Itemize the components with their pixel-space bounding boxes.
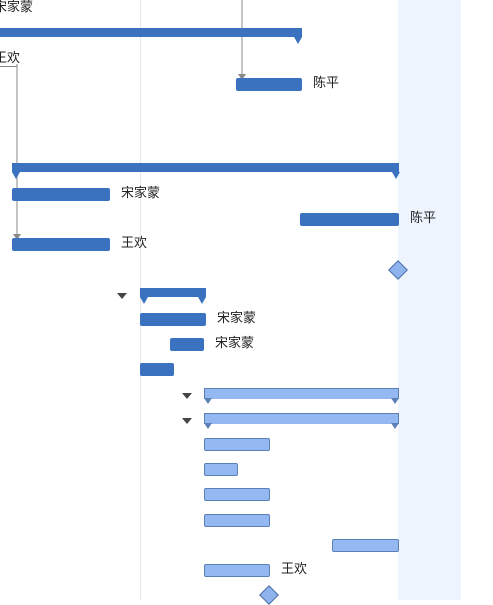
dependency-line — [0, 66, 17, 67]
assignee-label: 陈平 — [410, 211, 437, 226]
milestone-diamond[interactable] — [259, 585, 279, 605]
task-bar[interactable] — [204, 514, 270, 527]
summary-start-marker — [12, 172, 20, 179]
collapse-toggle-icon[interactable] — [182, 393, 192, 399]
assignee-label: 陈平 — [313, 76, 340, 91]
task-bar[interactable] — [204, 564, 270, 577]
task-bar[interactable] — [170, 338, 204, 351]
task-bar[interactable] — [300, 213, 399, 226]
summary-end-marker — [391, 398, 399, 404]
task-bar[interactable] — [12, 238, 110, 251]
summary-bar[interactable] — [204, 388, 399, 399]
summary-start-marker — [204, 398, 212, 404]
summary-start-marker — [204, 423, 212, 429]
assignee-label: 宋家蒙 — [121, 186, 161, 201]
collapse-toggle-icon[interactable] — [117, 293, 127, 299]
task-bar[interactable] — [204, 488, 270, 501]
assignee-label: 宋家蒙 — [217, 311, 257, 326]
summary-end-marker — [391, 423, 399, 429]
summary-bar[interactable] — [204, 413, 399, 424]
summary-end-marker — [198, 297, 206, 304]
assignee-label: 王欢 — [121, 236, 148, 251]
collapse-toggle-icon[interactable] — [182, 418, 192, 424]
assignee-label: 宋家蒙 — [0, 0, 34, 15]
task-bar[interactable] — [332, 539, 399, 552]
summary-bar[interactable] — [12, 163, 399, 172]
summary-bar[interactable] — [140, 288, 206, 297]
assignee-label: 宋家蒙 — [215, 336, 255, 351]
task-bar[interactable] — [140, 313, 206, 326]
task-bar[interactable] — [12, 188, 110, 201]
task-bar[interactable] — [204, 463, 238, 476]
weekend-column — [398, 0, 461, 600]
task-bar[interactable] — [236, 78, 302, 91]
summary-bar[interactable] — [0, 28, 302, 37]
assignee-label: 王欢 — [281, 562, 308, 577]
assignee-label: 王欢 — [0, 51, 21, 66]
task-bar[interactable] — [140, 363, 174, 376]
summary-end-marker — [392, 172, 400, 179]
task-bar[interactable] — [204, 438, 270, 451]
summary-start-marker — [140, 297, 148, 304]
summary-end-marker — [294, 37, 302, 44]
